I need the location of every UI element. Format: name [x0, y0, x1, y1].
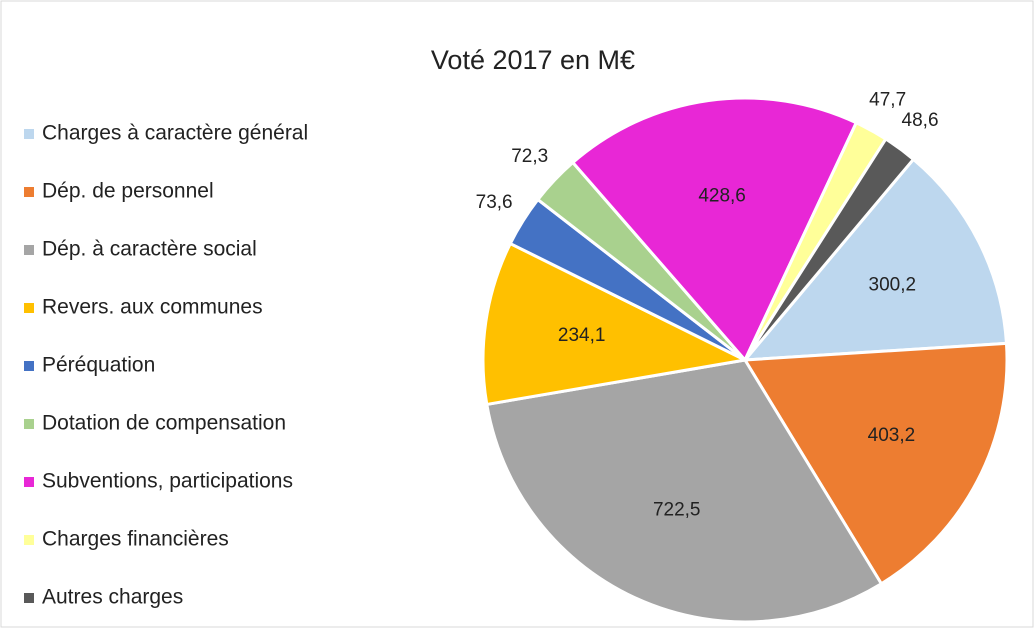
legend-swatch [24, 187, 34, 197]
legend-swatch [24, 303, 34, 313]
data-label: 72,3 [511, 146, 548, 167]
data-label: 428,6 [698, 186, 746, 207]
legend-label: Dép. à caractère social [42, 238, 257, 261]
chart-title: Voté 2017 en M€ [431, 45, 635, 75]
legend-swatch [24, 245, 34, 255]
data-label: 300,2 [869, 275, 917, 296]
legend-swatch [24, 129, 34, 139]
legend-label: Charges financières [42, 528, 229, 551]
legend-label: Charges à caractère général [42, 122, 308, 145]
data-label: 403,2 [868, 425, 916, 446]
legend-swatch [24, 593, 34, 603]
pie-slice [743, 136, 916, 361]
legend-label: Dép. de personnel [42, 180, 214, 203]
legend-label: Autres charges [42, 586, 183, 609]
pie-slice [742, 341, 1009, 586]
legend-swatch [24, 477, 34, 487]
data-label: 234,1 [558, 325, 606, 346]
pie-slice [485, 358, 884, 624]
data-label: 73,6 [476, 192, 513, 213]
legend-swatch [24, 361, 34, 371]
data-label: 722,5 [653, 499, 701, 520]
pie-slice [570, 96, 859, 363]
legend-swatch [24, 419, 34, 429]
data-label: 47,7 [869, 90, 906, 111]
legend-swatch [24, 535, 34, 545]
legend-label: Péréquation [42, 354, 155, 377]
pie-slice [741, 157, 1009, 362]
legend-label: Subventions, participations [42, 470, 293, 493]
pie-slice [481, 241, 750, 407]
data-label: 48,6 [902, 110, 939, 131]
legend-label: Dotation de compensation [42, 412, 286, 435]
legend-label: Revers. aux communes [42, 296, 263, 319]
